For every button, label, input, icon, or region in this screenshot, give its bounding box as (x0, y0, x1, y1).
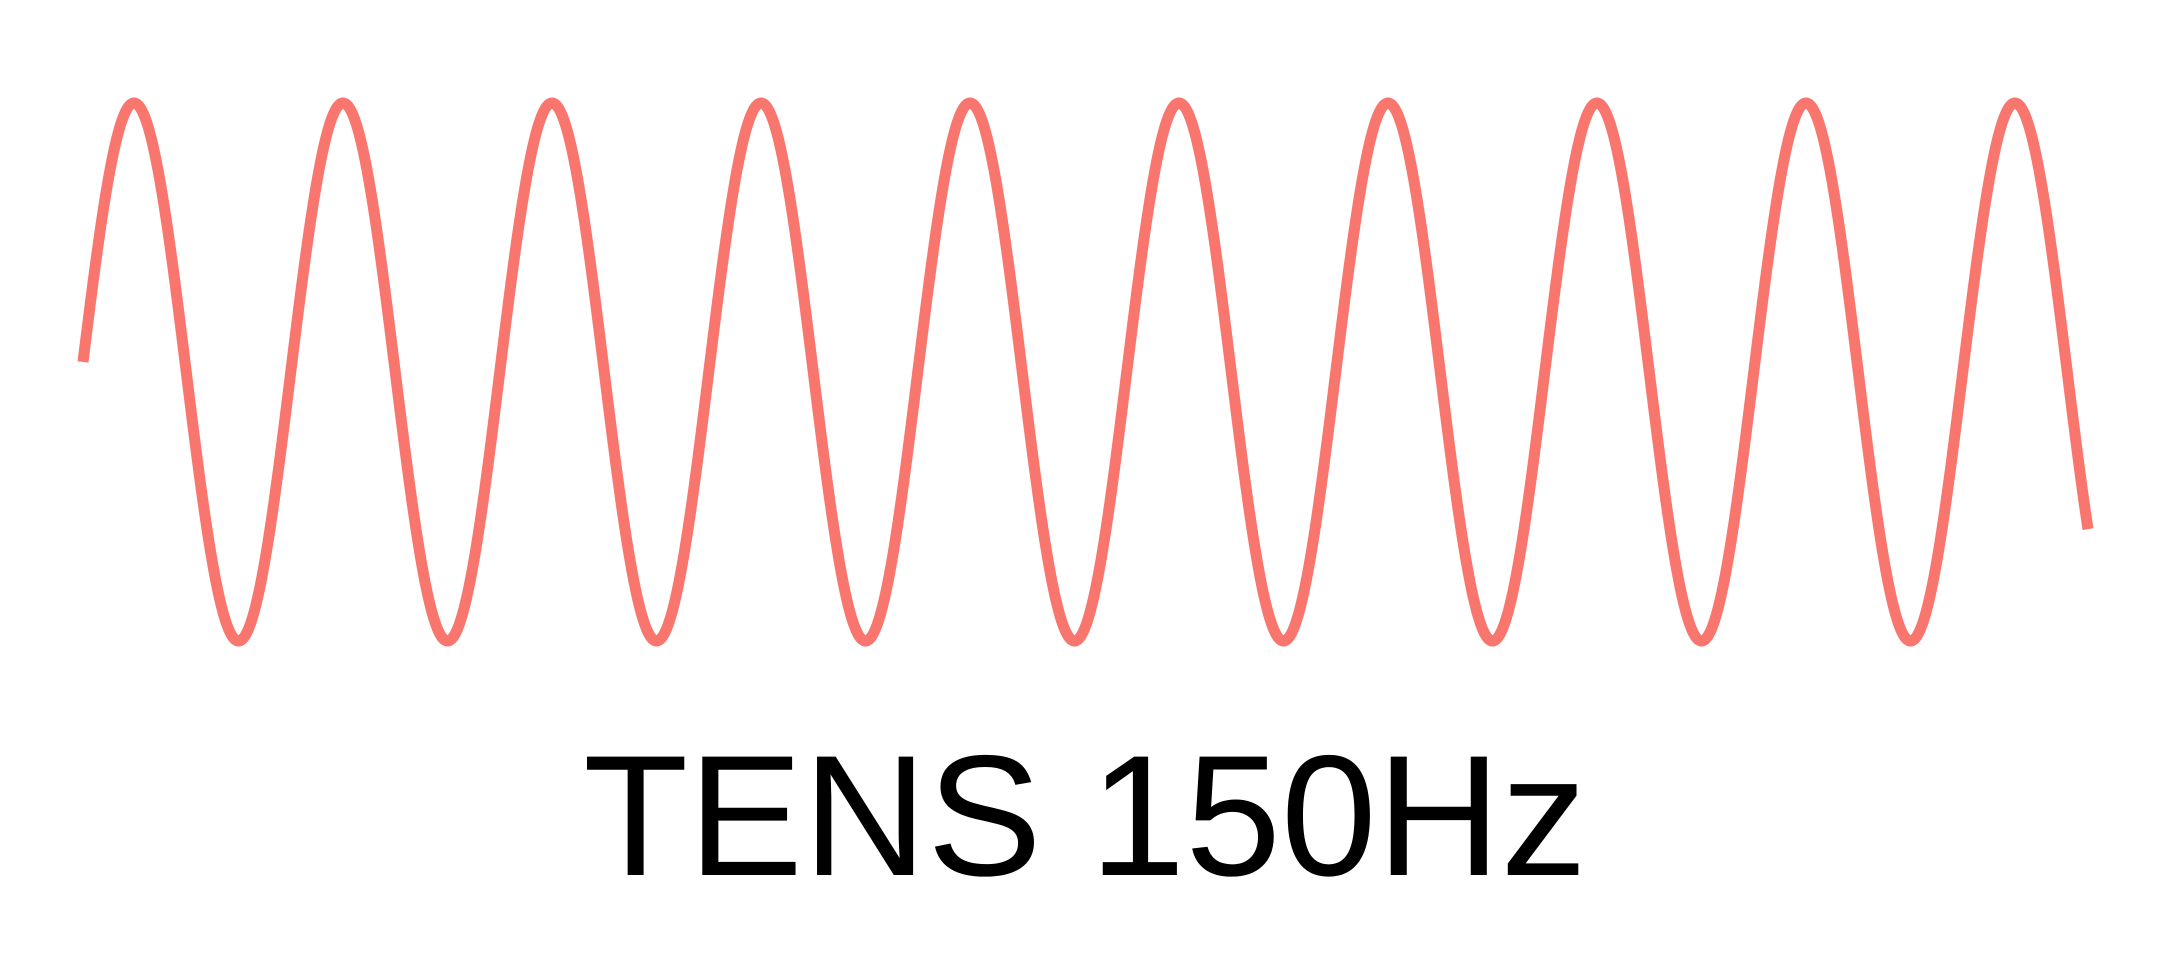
waveform-caption: TENS 150Hz (583, 720, 1587, 912)
sine-wave-path (77, 97, 2094, 647)
